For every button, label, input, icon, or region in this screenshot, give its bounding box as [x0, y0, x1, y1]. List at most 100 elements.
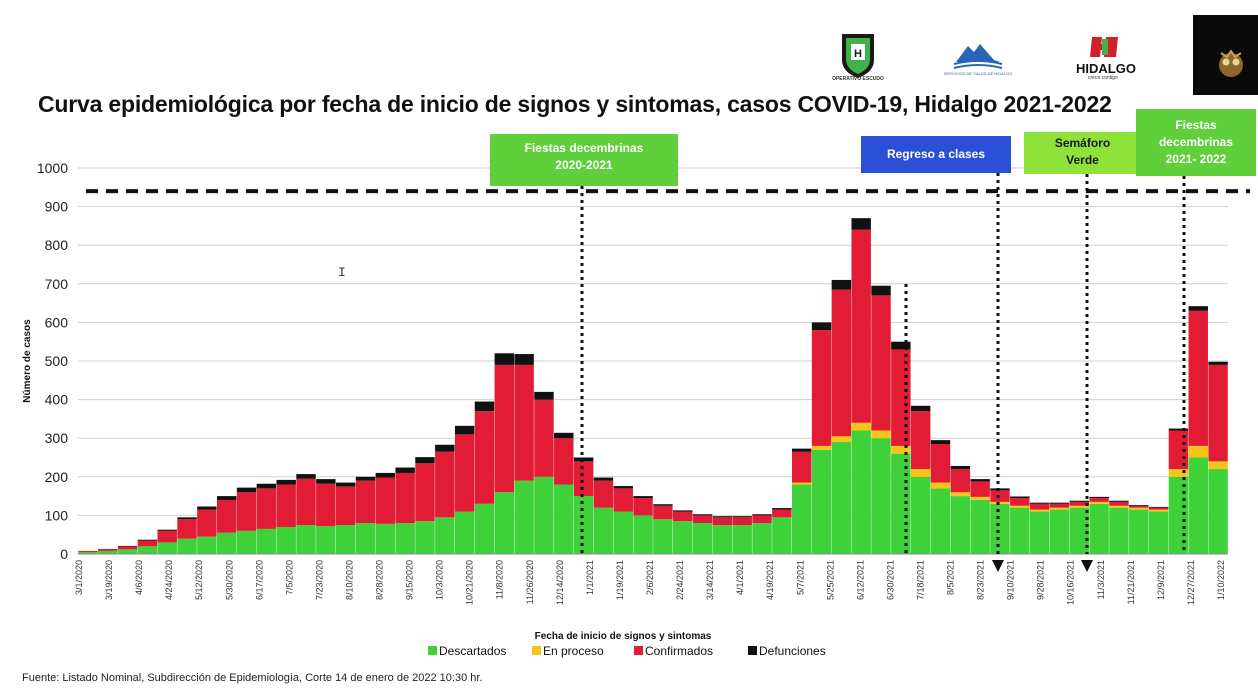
bar-segment-descartados	[871, 438, 891, 554]
x-tick-label: 3/14/2021	[705, 560, 715, 600]
bar-segment-defunciones	[1109, 500, 1129, 502]
bar-segment-confirmados	[296, 478, 316, 526]
chart-title: Curva epidemiológica por fecha de inicio…	[38, 91, 1112, 117]
bar-segment-descartados	[494, 492, 515, 554]
bar-segment-descartados	[811, 449, 832, 554]
bar-segment-defunciones	[216, 496, 237, 500]
bar-segment-confirmados	[375, 477, 396, 524]
bar-segment-descartados	[573, 496, 594, 554]
x-tick-label: 8/28/2020	[375, 560, 385, 600]
bar-segment-descartados	[950, 496, 971, 554]
hidalgo-logo	[1088, 33, 1122, 61]
bar-segment-defunciones	[772, 508, 792, 510]
bar-segment-descartados	[98, 550, 118, 554]
bar-segment-en-proceso	[791, 482, 812, 485]
bar-segment-descartados	[851, 430, 871, 554]
bar-segment-descartados	[236, 530, 257, 554]
bar-segment-descartados	[514, 480, 534, 554]
bar-segment-descartados	[474, 503, 495, 554]
x-tick-label: 6/17/2020	[254, 560, 264, 600]
svg-text:H: H	[854, 48, 862, 60]
x-tick-label: 12/14/2020	[555, 560, 565, 605]
x-tick-label: 5/7/2021	[795, 560, 805, 595]
bar-segment-en-proceso	[1168, 469, 1189, 477]
bar-segment-confirmados	[98, 548, 118, 551]
bar-segment-defunciones	[831, 279, 852, 290]
bar-segment-defunciones	[375, 472, 396, 478]
y-tick-label: 100	[45, 507, 69, 523]
bar-segment-confirmados	[236, 492, 257, 531]
bar-segment-confirmados	[137, 540, 158, 547]
bar-segment-defunciones	[316, 479, 336, 484]
bar-segment-descartados	[216, 532, 237, 554]
bar-segment-descartados	[633, 515, 653, 554]
annotation-fiestas-2021-line1: Fiestas	[1175, 118, 1217, 132]
x-tick-label: 11/21/2021	[1126, 560, 1136, 604]
bar-segment-en-proceso	[851, 422, 871, 431]
bar-segment-confirmados	[692, 515, 713, 524]
bar-segment-en-proceso	[811, 445, 832, 450]
bar-segment-descartados	[197, 536, 217, 554]
bar-segment-confirmados	[216, 499, 237, 533]
bar-segment-confirmados	[831, 289, 852, 437]
bar-segment-confirmados	[256, 488, 277, 529]
bar-segment-descartados	[732, 525, 752, 554]
bar-segment-confirmados	[157, 530, 177, 543]
bar-segment-confirmados	[1089, 498, 1109, 502]
bar-segment-defunciones	[197, 506, 217, 510]
bar-segment-descartados	[791, 484, 812, 554]
source-note: Fuente: Listado Nominal, Subdirección de…	[22, 672, 483, 684]
x-tick-label: 1/1/2021	[585, 560, 595, 595]
bar-segment-defunciones	[157, 529, 177, 531]
y-tick-label: 300	[45, 430, 69, 446]
bar-segment-defunciones	[494, 353, 515, 365]
bar-segment-descartados	[534, 476, 554, 554]
bar-segment-confirmados	[573, 461, 594, 497]
bar-segment-defunciones	[673, 510, 693, 512]
bar-segment-defunciones	[692, 514, 713, 516]
y-tick-label: 500	[45, 353, 69, 369]
bar-segment-descartados	[1188, 457, 1208, 554]
annotation-semaforo-verde: Semáforo Verde	[1024, 132, 1141, 174]
bar-segment-descartados	[78, 552, 98, 554]
x-tick-label: 3/19/2020	[104, 560, 114, 600]
y-tick-label: 1000	[37, 160, 68, 176]
bar-segment-descartados	[276, 526, 296, 554]
bar-segment-defunciones	[395, 467, 415, 473]
bar-segment-descartados	[772, 517, 792, 554]
x-tick-label: 4/1/2021	[735, 560, 745, 595]
bar-segment-confirmados	[633, 498, 653, 516]
bar-segment-descartados	[910, 476, 931, 554]
x-tick-label: 4/6/2020	[134, 560, 144, 595]
bar-segment-confirmados	[593, 480, 614, 508]
bar-segment-descartados	[1029, 511, 1050, 554]
bar-segment-defunciones	[117, 545, 138, 547]
x-tick-label: 12/9/2021	[1156, 560, 1166, 600]
bar-segment-en-proceso	[1188, 445, 1208, 458]
bar-segment-en-proceso	[1010, 505, 1030, 508]
bar-segment-confirmados	[78, 550, 98, 553]
x-tick-label: 6/12/2021	[855, 560, 865, 600]
bar-segment-defunciones	[296, 474, 316, 479]
x-axis-label: Fecha de inicio de signos y sintomas	[535, 631, 712, 642]
bar-segment-descartados	[316, 526, 336, 554]
bar-segment-confirmados	[1148, 507, 1169, 510]
legend-swatch-descartados	[428, 646, 437, 655]
y-tick-label: 900	[45, 199, 69, 215]
bar-segment-defunciones	[435, 444, 455, 452]
bar-segment-confirmados	[970, 481, 990, 497]
bar-segment-defunciones	[871, 285, 891, 296]
bar-segment-defunciones	[653, 504, 673, 506]
x-tick-label: 4/19/2021	[765, 560, 775, 600]
bar-segment-descartados	[1089, 503, 1109, 554]
bar-segment-descartados	[1208, 469, 1228, 554]
annotation-fiestas-2020-line2: 2020-2021	[555, 158, 613, 172]
legend-label-confirmados: Confirmados	[645, 644, 713, 658]
x-tick-label: 10/21/2020	[465, 560, 475, 605]
x-tick-label: 3/1/2020	[74, 560, 84, 595]
annotation-fiestas-2020-line1: Fiestas decembrinas	[524, 141, 644, 155]
bar-segment-descartados	[1069, 507, 1090, 554]
bar-segment-defunciones	[137, 539, 158, 541]
bar-segment-confirmados	[673, 511, 693, 522]
bar-segment-confirmados	[712, 517, 733, 526]
